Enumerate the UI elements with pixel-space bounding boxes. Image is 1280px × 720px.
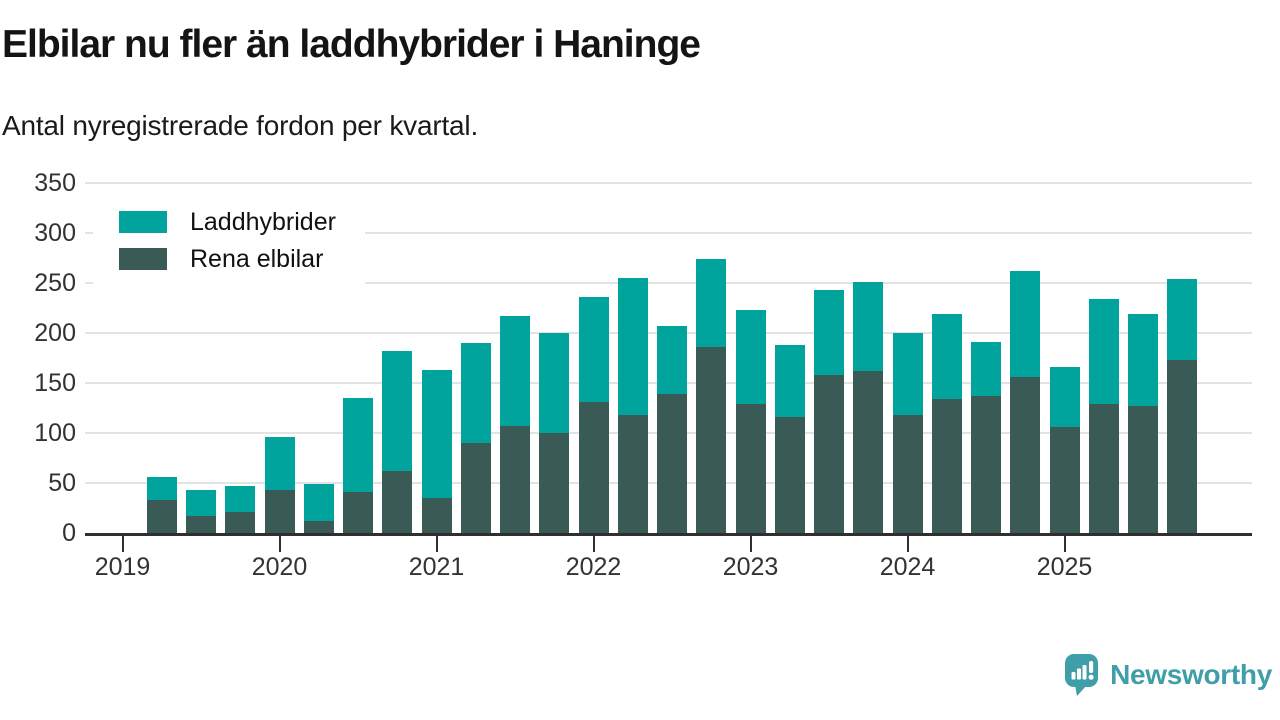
bar-segment-rena-elbilar-2023Q1 [735, 404, 766, 533]
bar-segment-laddhybrider-2020Q3 [343, 398, 373, 492]
bar-segment-rena-elbilar-2023Q3 [814, 375, 844, 533]
bar-segment-rena-elbilar-2025Q4 [1167, 360, 1198, 533]
y-axis-label-0: 0 [62, 519, 76, 547]
y-axis-label-300: 300 [34, 219, 76, 247]
grid-line-350 [85, 182, 1252, 184]
bar-segment-laddhybrider-2024Q2 [931, 314, 962, 399]
bar-segment-rena-elbilar-2021Q2 [460, 443, 491, 533]
x-axis-tick-2025 [1063, 536, 1066, 552]
legend-label-laddhybrider: Laddhybrider [190, 208, 336, 236]
x-axis-label-2020: 2020 [251, 553, 308, 581]
bar-segment-laddhybrider-2020Q4 [382, 351, 413, 471]
bar-segment-rena-elbilar-2022Q2 [617, 415, 648, 533]
newsworthy-logo-text: Newsworthy [1110, 659, 1272, 690]
bar-segment-rena-elbilar-2025Q3 [1128, 406, 1158, 533]
x-axis-label-2024: 2024 [879, 553, 936, 581]
bar-segment-rena-elbilar-2020Q1 [264, 490, 295, 533]
bar-segment-laddhybrider-2023Q1 [735, 310, 766, 404]
bar-segment-laddhybrider-2022Q3 [657, 326, 687, 394]
bar-segment-laddhybrider-2019Q2 [146, 477, 177, 500]
bar-segment-rena-elbilar-2019Q3 [186, 516, 216, 533]
bar-segment-laddhybrider-2021Q2 [460, 343, 491, 443]
chart-subtitle: Antal nyregistrerade fordon per kvartal. [2, 110, 479, 141]
x-axis-line [85, 533, 1252, 536]
bar-segment-rena-elbilar-2022Q4 [696, 347, 727, 533]
x-axis-label-2022: 2022 [565, 553, 622, 581]
newsworthy-logo: Newsworthy [1064, 652, 1272, 698]
bar-segment-laddhybrider-2021Q1 [421, 370, 452, 498]
bar-segment-laddhybrider-2025Q3 [1128, 314, 1158, 406]
bar-segment-laddhybrider-2025Q1 [1049, 367, 1080, 427]
y-axis-label-150: 150 [34, 369, 76, 397]
x-axis-tick-2019 [121, 536, 124, 552]
y-axis-label-200: 200 [34, 319, 76, 347]
bar-segment-rena-elbilar-2025Q2 [1088, 404, 1119, 533]
legend-swatch-laddhybrider [119, 211, 167, 233]
bar-segment-laddhybrider-2020Q2 [303, 484, 334, 521]
bar-segment-rena-elbilar-2019Q2 [146, 500, 177, 533]
bar-segment-rena-elbilar-2021Q3 [500, 426, 530, 533]
bar-segment-rena-elbilar-2023Q2 [774, 417, 805, 533]
chart-title: Elbilar nu fler än laddhybrider i Haning… [2, 23, 701, 66]
legend-swatch-rena-elbilar [119, 248, 167, 270]
bar-segment-laddhybrider-2023Q3 [814, 290, 844, 375]
bar-segment-laddhybrider-2021Q4 [539, 333, 570, 433]
bar-segment-laddhybrider-2024Q3 [971, 342, 1001, 396]
x-axis-label-2025: 2025 [1036, 553, 1093, 581]
y-axis-label-350: 350 [34, 169, 76, 197]
bar-segment-laddhybrider-2023Q4 [853, 282, 884, 371]
x-axis-tick-2022 [592, 536, 595, 552]
bar-segment-laddhybrider-2023Q2 [774, 345, 805, 417]
x-axis-label-2021: 2021 [408, 553, 465, 581]
bar-segment-rena-elbilar-2025Q1 [1049, 427, 1080, 533]
bar-segment-laddhybrider-2019Q4 [225, 486, 256, 512]
grid-line-250 [85, 282, 1252, 284]
legend-label-rena-elbilar: Rena elbilar [190, 245, 324, 273]
y-axis-label-250: 250 [34, 269, 76, 297]
bar-segment-rena-elbilar-2024Q1 [892, 415, 923, 533]
bar-segment-rena-elbilar-2022Q1 [578, 402, 609, 533]
bar-segment-rena-elbilar-2019Q4 [225, 512, 256, 533]
y-axis-label-100: 100 [34, 419, 76, 447]
grid-line-300 [85, 232, 1252, 234]
bar-segment-rena-elbilar-2024Q3 [971, 396, 1001, 533]
bar-segment-laddhybrider-2022Q4 [696, 259, 727, 347]
x-axis-label-2019: 2019 [94, 553, 151, 581]
bar-segment-laddhybrider-2022Q1 [578, 297, 609, 402]
bar-segment-rena-elbilar-2023Q4 [853, 371, 884, 533]
bar-segment-rena-elbilar-2020Q2 [303, 521, 334, 533]
bar-segment-rena-elbilar-2021Q1 [421, 498, 452, 533]
x-axis-tick-2020 [278, 536, 281, 552]
bar-segment-rena-elbilar-2021Q4 [539, 433, 570, 533]
bar-segment-laddhybrider-2022Q2 [617, 278, 648, 415]
x-axis-tick-2024 [906, 536, 909, 552]
bar-segment-rena-elbilar-2020Q4 [382, 471, 413, 533]
bar-segment-laddhybrider-2024Q1 [892, 333, 923, 415]
y-axis-label-50: 50 [48, 469, 76, 497]
bar-segment-rena-elbilar-2022Q3 [657, 394, 687, 533]
bar-segment-laddhybrider-2025Q4 [1167, 279, 1198, 360]
x-axis-tick-2021 [435, 536, 438, 552]
bar-segment-rena-elbilar-2024Q2 [931, 399, 962, 533]
bar-segment-laddhybrider-2025Q2 [1088, 299, 1119, 404]
bar-segment-laddhybrider-2021Q3 [500, 316, 530, 426]
bar-segment-laddhybrider-2024Q4 [1010, 271, 1041, 377]
bar-segment-laddhybrider-2019Q3 [186, 490, 216, 516]
bar-segment-laddhybrider-2020Q1 [264, 437, 295, 490]
newsworthy-logo-icon [1065, 654, 1099, 696]
x-axis-label-2023: 2023 [722, 553, 779, 581]
x-axis-tick-2023 [749, 536, 752, 552]
bar-segment-rena-elbilar-2024Q4 [1010, 377, 1041, 533]
bar-segment-rena-elbilar-2020Q3 [343, 492, 373, 533]
